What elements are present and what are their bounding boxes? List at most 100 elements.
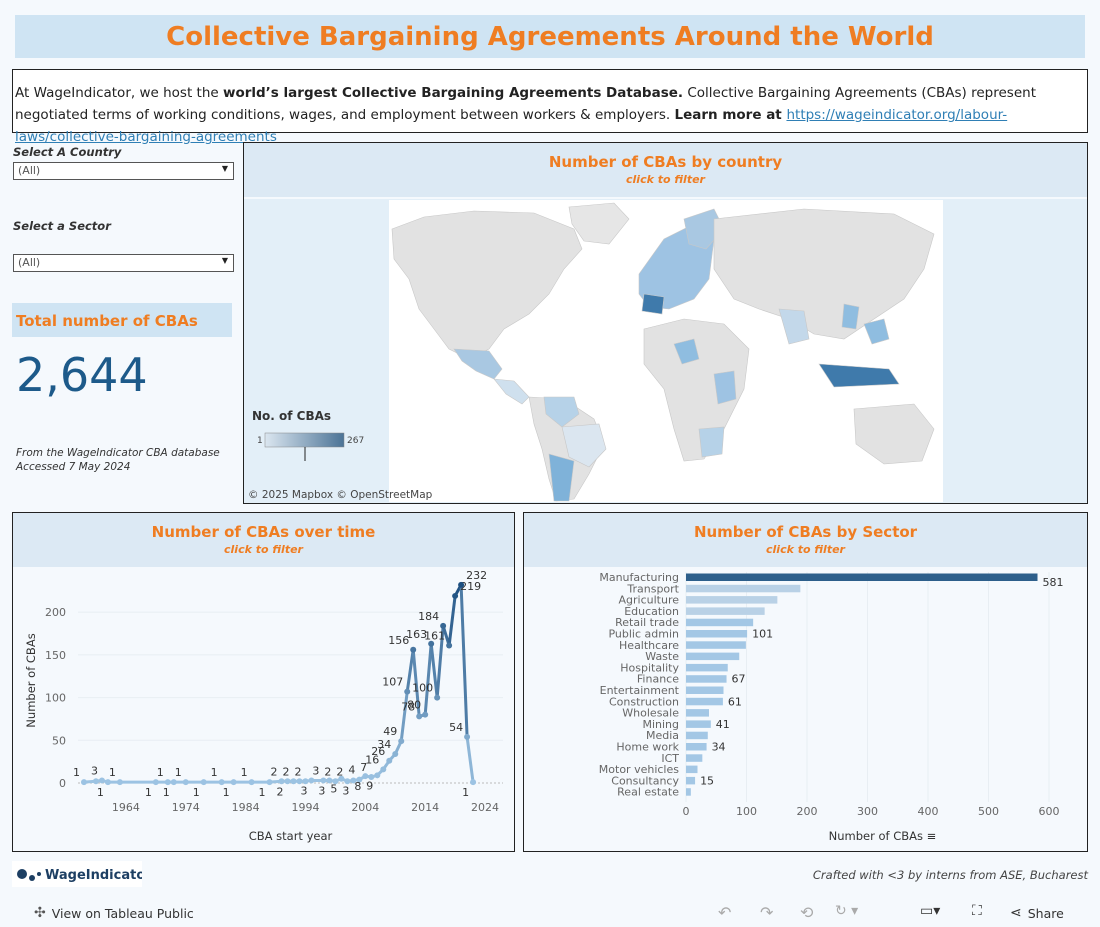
india[interactable] <box>778 308 810 345</box>
data-point <box>302 778 309 785</box>
total-cbas-label: Total number of CBAs <box>12 303 232 337</box>
x-tick-label: 1994 <box>291 801 319 814</box>
wageindicator-logo[interactable]: WageIndicator <box>12 861 152 887</box>
map-legend-title: No. of CBAs <box>252 409 331 423</box>
data-label: 1 <box>157 766 164 779</box>
data-label: 1 <box>109 766 116 779</box>
map-area[interactable]: No. of CBAs 1 267 © 2025 Mapbox © OpenSt… <box>244 199 1087 503</box>
share-button[interactable]: ⋖ Share <box>1010 905 1064 921</box>
value-label: 67 <box>732 673 746 686</box>
indonesia[interactable] <box>818 363 900 388</box>
data-point <box>380 766 387 773</box>
x-axis-label: CBA start year <box>249 829 333 843</box>
data-label: 1 <box>462 786 469 799</box>
bar <box>686 743 707 751</box>
data-label: 7 <box>360 761 367 774</box>
data-point <box>332 778 339 785</box>
argentina[interactable] <box>548 453 575 502</box>
sector-subtitle[interactable]: click to filter <box>766 543 845 556</box>
x-tick-label: 100 <box>736 805 757 818</box>
share-label: Share <box>1027 905 1064 921</box>
country-select[interactable]: (All) ▼ <box>13 162 234 180</box>
fullscreen-icon[interactable]: ⛶ <box>972 903 982 919</box>
australia[interactable] <box>853 403 935 465</box>
series-line-segment <box>459 583 469 739</box>
category-label: Manufacturing <box>599 571 679 584</box>
intro-text-1: At WageIndicator, we host the <box>15 85 223 101</box>
view-on-tableau-button[interactable]: ✣ View on Tableau Public <box>34 905 194 921</box>
revert-icon[interactable]: ⟲ <box>800 903 814 922</box>
data-point <box>80 779 87 786</box>
data-point <box>470 779 477 786</box>
data-point <box>152 779 159 786</box>
greenland[interactable] <box>568 202 630 245</box>
y-tick-label: 50 <box>52 734 66 747</box>
page-title: Collective Bargaining Agreements Around … <box>166 21 934 52</box>
asia[interactable] <box>713 208 935 340</box>
bar <box>686 776 696 785</box>
x-tick-label: 1964 <box>112 801 140 814</box>
category-label: Agriculture <box>619 594 680 607</box>
sector-panel: Number of CBAs by Sector click to filter… <box>523 512 1088 852</box>
data-label: 156 <box>388 634 409 647</box>
world-map[interactable]: No. of CBAs 1 267 © 2025 Mapbox © OpenSt… <box>244 199 1087 503</box>
category-label: Home work <box>616 741 679 754</box>
y-tick-label: 200 <box>45 606 66 619</box>
data-label: 3 <box>342 784 349 797</box>
time-panel-header: Number of CBAs over time click to filter <box>13 513 514 567</box>
bar <box>686 697 723 706</box>
intro-link[interactable]: https://wageindicator.org/labour-laws/co… <box>15 107 1008 145</box>
category-label: Entertainment <box>600 684 680 697</box>
redo-icon[interactable]: ↷ <box>760 903 774 922</box>
value-label: 15 <box>700 774 714 787</box>
category-label: Consultancy <box>611 774 679 787</box>
data-point <box>386 757 393 764</box>
data-label: 8 <box>354 780 361 793</box>
data-point <box>374 772 381 779</box>
north-america[interactable] <box>391 210 583 360</box>
country-select-value: (All) <box>18 164 41 177</box>
brazil[interactable] <box>561 423 607 468</box>
undo-icon[interactable]: ↶ <box>718 903 732 922</box>
map-subtitle[interactable]: click to filter <box>626 173 705 186</box>
data-point <box>446 642 453 649</box>
data-point <box>404 688 411 695</box>
country-filter-label: Select A Country <box>13 145 122 159</box>
south-africa[interactable] <box>698 426 725 458</box>
data-point <box>338 775 345 782</box>
south-america[interactable] <box>528 396 605 502</box>
category-label: Hospitality <box>620 661 679 674</box>
data-point <box>116 779 123 786</box>
vietnam[interactable] <box>841 303 860 330</box>
time-title: Number of CBAs over time <box>151 523 376 541</box>
category-label: Finance <box>637 673 679 686</box>
map-legend-gradient <box>264 432 345 448</box>
data-label: 1 <box>211 766 218 779</box>
category-label: Public admin <box>608 628 679 641</box>
data-point <box>428 640 435 647</box>
refresh-icon[interactable]: ↻ ▾ <box>835 903 859 919</box>
spain[interactable] <box>641 293 665 315</box>
colombia[interactable] <box>543 396 580 428</box>
x-tick-label: 2024 <box>471 801 499 814</box>
nigeria[interactable] <box>673 338 700 365</box>
share-screen-icon[interactable]: ▭▾ <box>920 903 941 919</box>
philippines[interactable] <box>863 318 890 345</box>
sector-select[interactable]: (All) ▼ <box>13 254 234 272</box>
central-america[interactable] <box>493 378 530 405</box>
sector-chart[interactable]: 0 100 200 300 400 500 600 Manufacturing 581 Trans… <box>524 568 1087 851</box>
intro-text: At WageIndicator, we host the world’s la… <box>12 69 1088 145</box>
time-panel: Number of CBAs over time click to filter… <box>12 512 515 852</box>
series-line-segment <box>423 642 433 717</box>
map-attribution[interactable]: © 2025 Mapbox © OpenStreetMap <box>248 489 433 501</box>
bar <box>686 584 801 593</box>
bar <box>686 686 724 694</box>
category-label: Motor vehicles <box>599 763 679 776</box>
data-point <box>362 773 369 780</box>
time-subtitle[interactable]: click to filter <box>224 543 303 556</box>
value-label: 101 <box>752 628 773 641</box>
data-label: 9 <box>366 779 373 792</box>
east-africa[interactable] <box>713 370 737 405</box>
category-label: Transport <box>626 582 679 595</box>
